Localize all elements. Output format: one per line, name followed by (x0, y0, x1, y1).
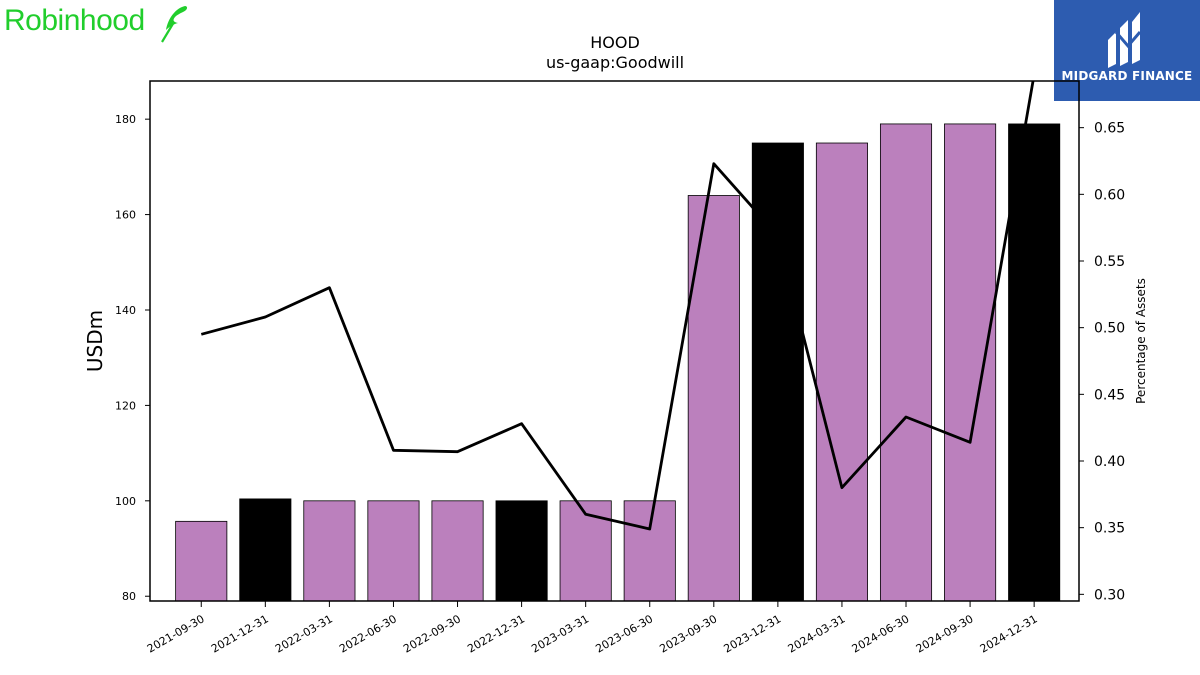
x-tick-label: 2024-03-31 (786, 612, 848, 655)
y2-tick-label: 0.35 (1094, 521, 1125, 537)
bar-series (175, 123, 1061, 602)
bar-2024-06-30 (879, 123, 933, 602)
percentage-of-assets-line (200, 81, 1035, 531)
y-tick-label: 80 (122, 590, 136, 603)
bar-2022-12-31 (495, 500, 548, 602)
robinhood-logo: Robinhood (2, 2, 192, 44)
y2-tick-label: 0.50 (1094, 321, 1125, 337)
bar-2024-09-30 (944, 123, 997, 602)
x-tick-label: 2021-09-30 (145, 612, 207, 655)
y2-tick-label: 0.65 (1094, 121, 1125, 137)
right-axis-ticks: 0.30 0.35 0.40 0.45 0.50 0.55 0.60 0.65 (1079, 121, 1125, 603)
x-tick-label: 2023-03-31 (529, 612, 591, 655)
chart-title: HOOD (590, 33, 640, 52)
bar-2022-03-31 (303, 500, 356, 602)
y2-tick-label: 0.40 (1094, 454, 1125, 470)
midgard-finance-brand: MIDGARD FINANCE (1061, 69, 1193, 83)
bar-2022-09-30 (431, 500, 484, 602)
bar-2022-06-30 (367, 500, 420, 602)
midgard-m-icon (1108, 12, 1142, 68)
bar-2023-09-30 (687, 195, 740, 602)
x-tick-label: 2023-06-30 (593, 612, 655, 655)
x-tick-label: 2024-06-30 (850, 612, 912, 655)
bar-2023-03-31 (559, 500, 612, 602)
x-tick-label: 2022-03-31 (273, 612, 335, 655)
feather-icon (161, 6, 188, 43)
bar-2023-06-30 (623, 500, 676, 602)
x-axis-ticks: 2021-09-30 2021-12-31 2022-03-31 2022-06-30… (145, 601, 1040, 656)
chart-subtitle: us-gaap:Goodwill (546, 53, 684, 72)
x-tick-label: 2023-09-30 (657, 612, 719, 655)
bar-2023-12-31 (751, 142, 804, 602)
bar-2024-12-31 (1008, 123, 1061, 602)
x-tick-label: 2022-06-30 (337, 612, 399, 655)
y-tick-label: 180 (115, 113, 136, 126)
x-tick-label: 2022-12-31 (465, 612, 527, 655)
x-tick-label: 2023-12-31 (722, 612, 784, 655)
y2-tick-label: 0.30 (1094, 587, 1125, 603)
left-axis-ticks: 80 100 120 140 160 180 (115, 113, 150, 603)
robinhood-wordmark: Robinhood (4, 4, 145, 37)
x-tick-label: 2024-09-30 (914, 612, 976, 655)
x-tick-label: 2024-12-31 (978, 612, 1040, 655)
y2-tick-label: 0.55 (1094, 254, 1125, 270)
y-tick-label: 120 (115, 399, 136, 412)
y-axis-label: USDm (83, 310, 107, 372)
y2-tick-label: 0.60 (1094, 187, 1125, 203)
y-tick-label: 160 (115, 209, 136, 222)
plot-frame (149, 80, 1080, 602)
y-tick-label: 100 (115, 495, 136, 508)
y-tick-label: 140 (115, 304, 136, 317)
bar-2024-03-31 (815, 142, 868, 602)
x-tick-label: 2021-12-31 (209, 612, 271, 655)
bar-2021-12-31 (239, 498, 292, 602)
y2-tick-label: 0.45 (1094, 387, 1125, 403)
bar-2021-09-30 (175, 520, 228, 602)
y2-axis-label: Percentage of Assets (1134, 278, 1148, 404)
line-series (200, 81, 1035, 531)
x-tick-label: 2022-09-30 (401, 612, 463, 655)
